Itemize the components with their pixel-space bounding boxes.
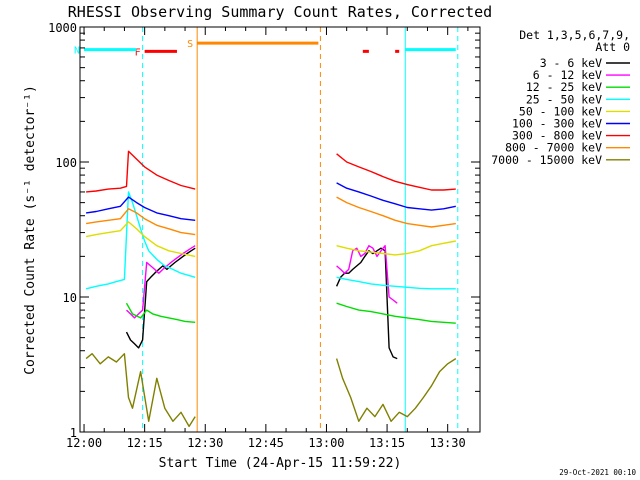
series-3-line-1: [336, 276, 456, 290]
y-axis: 1 10 100 1000: [48, 21, 480, 440]
plot-area: FNS: [74, 27, 459, 432]
series-0-line-1: [335, 247, 398, 360]
series-3-line-0: [85, 191, 196, 290]
x-tick-label-2: 12:30: [187, 436, 223, 450]
x-tick-label-4: 13:00: [308, 436, 344, 450]
y-tick-label-1: 10: [63, 291, 77, 305]
series-6-line-0: [86, 150, 196, 193]
legend-entry-5: 100 - 300 keV: [512, 117, 602, 131]
series-1-line-1: [336, 244, 398, 304]
series-4-line-1: [336, 240, 456, 256]
series-7-line-0: [85, 208, 196, 236]
series-7-line-1: [336, 196, 456, 228]
series-2-line-0: [125, 302, 196, 323]
series-0-line-0: [125, 247, 196, 349]
legend-entry-0: 3 - 6 keV: [540, 56, 602, 70]
x-axis-label: Start Time (24-Apr-15 11:59:22): [159, 456, 402, 471]
event-label-3: S: [187, 39, 193, 50]
legend-entry-1: 6 - 12 keV: [533, 68, 602, 82]
plot-frame: [79, 26, 481, 433]
series-8-line-1: [335, 358, 457, 422]
x-tick-label-1: 12:15: [127, 436, 163, 450]
legend-entry-4: 50 - 100 keV: [519, 104, 602, 118]
x-tick-label-5: 13:15: [369, 436, 405, 450]
series-6-line-1: [336, 153, 456, 191]
series-5-line-1: [336, 182, 456, 211]
x-axis: 12:00 12:15 12:30 12:45 13:00 13:15 13:30: [66, 27, 469, 450]
legend-entry-6: 300 - 800 keV: [512, 129, 602, 143]
series-4-line-0: [85, 221, 196, 258]
legend-entry-3: 25 - 50 keV: [526, 92, 602, 106]
event-label-0: F: [135, 47, 141, 58]
y-tick-label-0: 1: [70, 426, 77, 440]
legend-entry-8: 7000 - 15000 keV: [491, 153, 602, 167]
series-1-line-0: [126, 245, 196, 319]
event-label-2: N: [74, 46, 80, 57]
y-axis-label: Corrected Count Rate (s⁻¹ detector⁻¹): [23, 85, 38, 375]
x-tick-label-6: 13:30: [430, 436, 466, 450]
series-2-line-1: [336, 302, 456, 324]
legend-header-1: Det 1,3,5,6,7,9,: [519, 28, 630, 42]
y-tick-label-2: 100: [55, 156, 77, 170]
series-5-line-0: [86, 196, 196, 221]
legend-entry-2: 12 - 25 keV: [526, 80, 602, 94]
legend-entry-7: 800 - 7000 keV: [505, 141, 602, 155]
x-tick-label-3: 12:45: [248, 436, 284, 450]
y-tick-label-3: 1000: [48, 21, 77, 35]
legend-header-2: Att 0: [595, 40, 630, 54]
x-tick-label-0: 12:00: [66, 436, 102, 450]
series-8-line-0: [85, 353, 196, 428]
timestamp: 29-Oct-2021 00:10: [559, 468, 636, 477]
chart-title: RHESSI Observing Summary Count Rates, Co…: [68, 3, 492, 21]
